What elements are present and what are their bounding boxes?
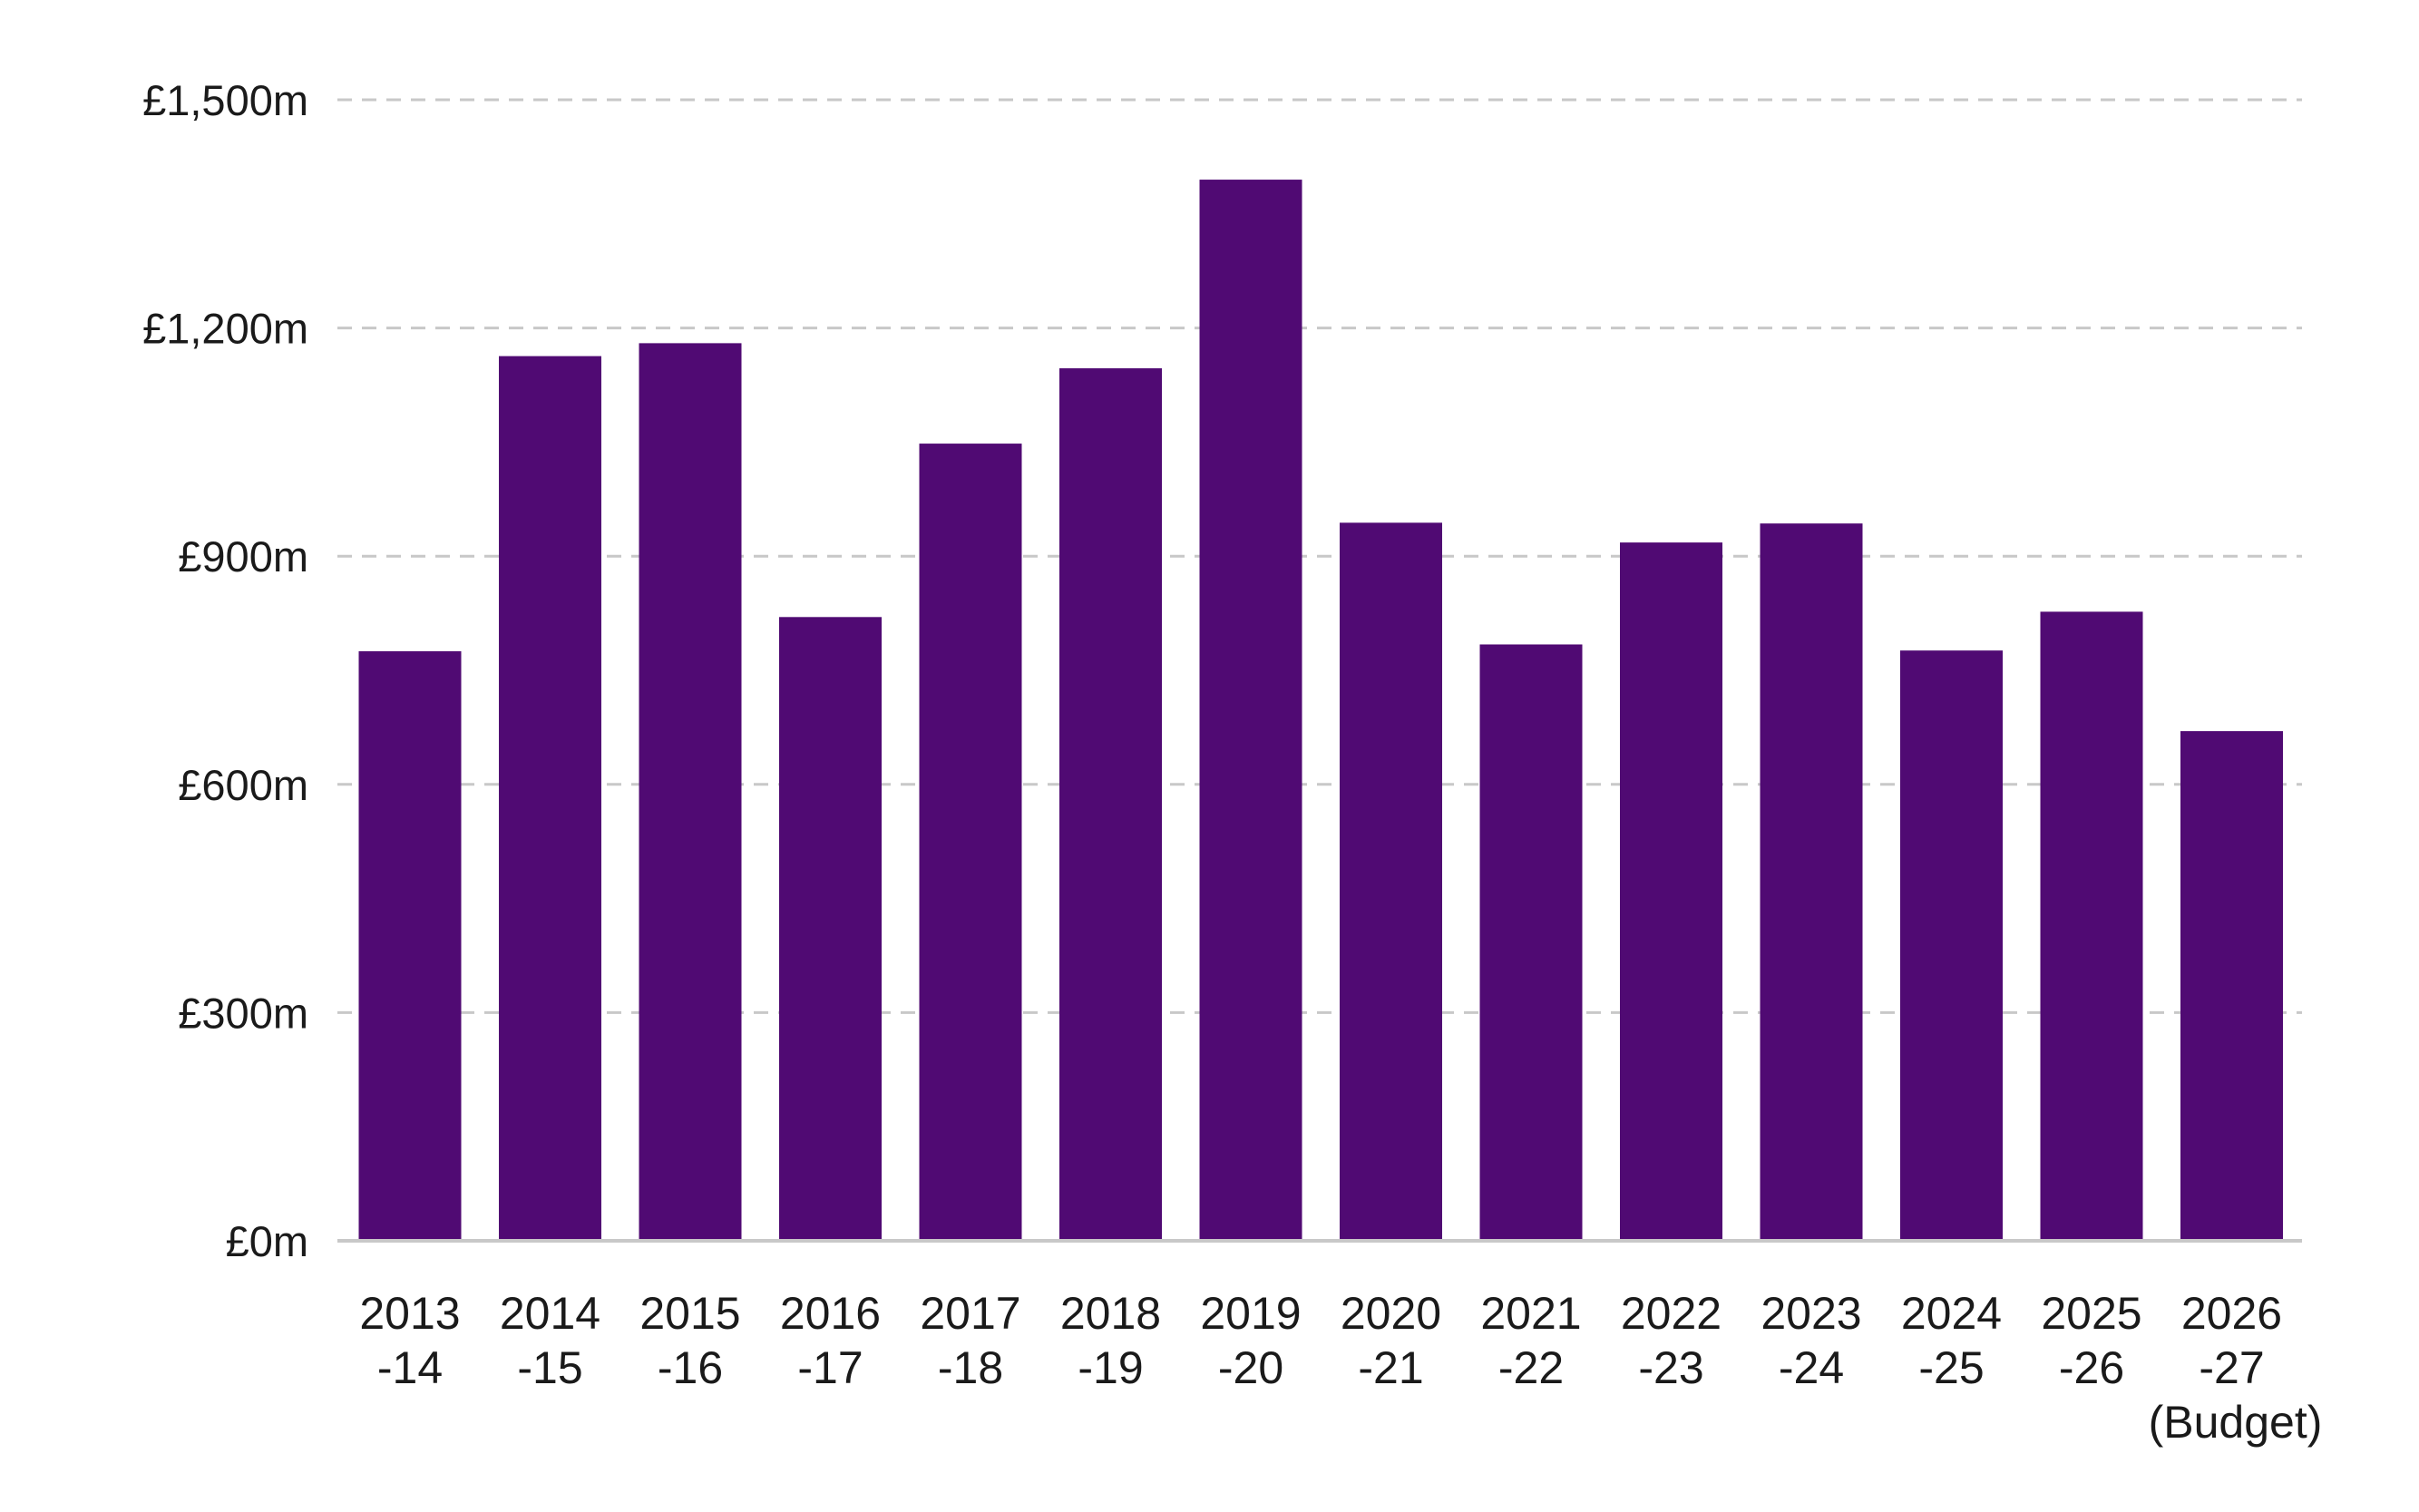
y-tick-label: £1,500m <box>142 76 308 124</box>
y-axis-tick-labels: £0m £300m £600m £900m £1,200m £1,500m <box>142 76 308 1265</box>
x-category-label: 2020 <box>1341 1288 1441 1339</box>
bars <box>358 180 2283 1242</box>
x-category-label: 2015 <box>639 1288 740 1339</box>
x-category-label: 2026 <box>2181 1288 2282 1339</box>
y-tick-label: £0m <box>226 1217 308 1265</box>
x-category-label: 2018 <box>1060 1288 1161 1339</box>
bar <box>499 356 601 1241</box>
y-tick-label: £900m <box>178 532 308 580</box>
bar <box>2040 611 2143 1241</box>
x-category-label: -23 <box>1638 1342 1703 1393</box>
x-category-label: -18 <box>938 1342 1003 1393</box>
x-category-label: -27 <box>2199 1342 2264 1393</box>
x-category-label: 2022 <box>1621 1288 1722 1339</box>
bar <box>1620 542 1722 1241</box>
x-category-label: 2016 <box>780 1288 881 1339</box>
y-tick-label: £300m <box>178 989 308 1037</box>
bar <box>1479 644 1583 1241</box>
bar <box>1760 523 1863 1241</box>
bar <box>1059 368 1162 1242</box>
x-axis-category-labels: 2013-142014-152015-162016-172017-182018-… <box>359 1288 2322 1448</box>
x-category-label: 2019 <box>1200 1288 1301 1339</box>
bar <box>1900 650 2003 1241</box>
x-category-label: 2021 <box>1480 1288 1581 1339</box>
y-tick-label: £1,200m <box>142 305 308 353</box>
x-category-label: -21 <box>1358 1342 1423 1393</box>
x-category-label: 2025 <box>2041 1288 2141 1339</box>
bar <box>1340 522 1442 1241</box>
x-category-label: 2024 <box>1901 1288 2002 1339</box>
gridlines <box>337 98 2302 1014</box>
x-category-label: -15 <box>517 1342 582 1393</box>
x-category-label: -14 <box>377 1342 443 1393</box>
x-category-label: 2013 <box>359 1288 460 1339</box>
x-category-label: -20 <box>1218 1342 1283 1393</box>
bar <box>358 651 462 1241</box>
bar <box>639 343 742 1242</box>
bar <box>1199 180 1302 1241</box>
x-category-label: -24 <box>1779 1342 1844 1393</box>
x-category-label: -22 <box>1498 1342 1564 1393</box>
bar <box>919 444 1022 1241</box>
x-category-note: (Budget) <box>2149 1397 2323 1448</box>
x-category-label: 2017 <box>920 1288 1020 1339</box>
x-category-label: -17 <box>797 1342 863 1393</box>
x-category-label: -16 <box>658 1342 723 1393</box>
x-category-label: -25 <box>1918 1342 1984 1393</box>
bar <box>2180 731 2283 1241</box>
x-category-label: 2023 <box>1761 1288 1861 1339</box>
bar <box>779 617 882 1241</box>
y-tick-label: £600m <box>178 761 308 809</box>
x-category-label: -26 <box>2059 1342 2124 1393</box>
x-category-label: -19 <box>1078 1342 1143 1393</box>
x-category-label: 2014 <box>500 1288 600 1339</box>
